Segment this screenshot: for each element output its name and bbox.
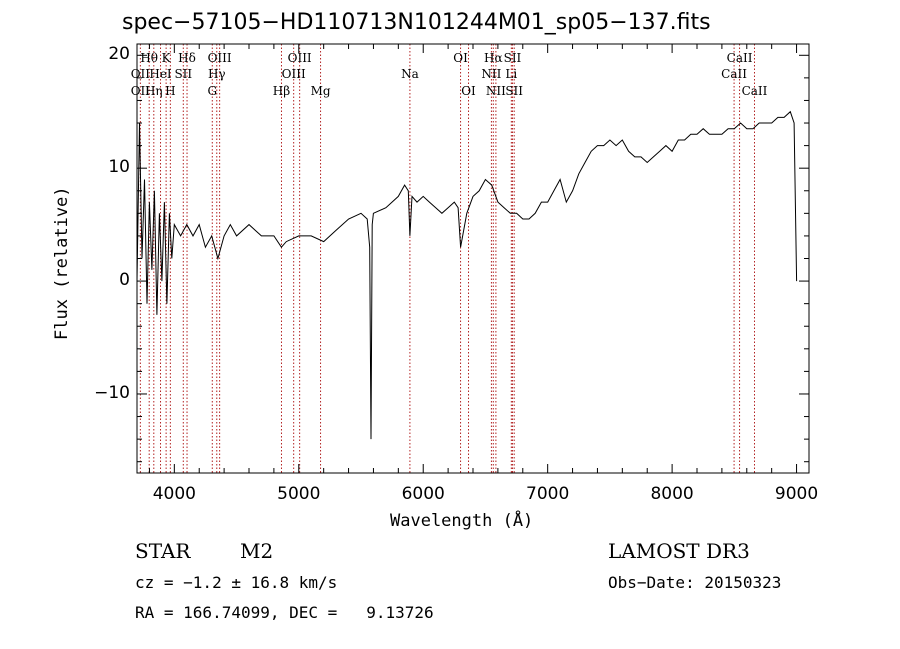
line-label: OIII <box>288 51 312 65</box>
line-label: OI <box>461 84 476 98</box>
object-class: STAR <box>135 539 191 563</box>
x-tick-label: 8000 <box>650 484 694 504</box>
spectrum-series <box>136 110 798 440</box>
line-label: K <box>162 51 172 65</box>
line-label: Hα <box>484 51 503 65</box>
line-label: CaII <box>721 67 747 81</box>
line-label: Hδ <box>178 51 196 65</box>
line-label: NII <box>481 67 501 81</box>
line-label: Na <box>401 67 419 81</box>
x-axis-label: Wavelength (Å) <box>390 511 534 531</box>
ra-dec: RA = 166.74099, DEC = 9.13726 <box>135 603 434 622</box>
line-label: OIII <box>208 51 232 65</box>
line-label: Mg <box>311 84 331 98</box>
y-tick-label: −10 <box>94 382 130 403</box>
y-axis-label: Flux (relative) <box>52 186 72 340</box>
object-subclass: M2 <box>240 539 274 563</box>
line-label: G <box>207 84 217 98</box>
y-tick-label: 20 <box>108 44 130 65</box>
line-label: OII <box>131 84 151 98</box>
line-label: CaII <box>727 51 753 65</box>
x-tick-label: 6000 <box>401 484 445 504</box>
line-label: HeI <box>149 67 172 81</box>
chart-title: spec−57105−HD110713N101244M01_sp05−137.f… <box>122 10 711 35</box>
line-label: H <box>165 84 175 98</box>
line-label: Hγ <box>208 67 226 81</box>
obs-date: Obs−Date: 20150323 <box>608 573 782 592</box>
line-label: CaII <box>742 84 768 98</box>
line-label: SII <box>505 84 523 98</box>
y-tick-label: 10 <box>108 157 130 178</box>
axis-ticks <box>137 44 809 473</box>
line-label: OI <box>453 51 468 65</box>
line-label: NII <box>486 84 506 98</box>
y-tick-label: 0 <box>119 270 130 291</box>
plot-frame <box>136 43 810 474</box>
line-label: SII <box>174 67 192 81</box>
survey-name: LAMOST DR3 <box>608 539 750 563</box>
line-label: OIII <box>282 67 306 81</box>
x-tick-label: 7000 <box>526 484 570 504</box>
emission-line-markers <box>139 44 755 473</box>
spectrum-line <box>136 110 798 440</box>
x-tick-label: 9000 <box>774 484 819 504</box>
cz-value: cz = −1.2 ± 16.8 km/s <box>135 573 338 592</box>
line-label: Hβ <box>273 84 290 98</box>
line-label: Hη <box>145 84 163 98</box>
x-tick-label: 4000 <box>152 484 196 504</box>
line-label: Li <box>505 67 517 81</box>
line-label: OII <box>131 67 151 81</box>
x-tick-label: 5000 <box>277 484 321 504</box>
line-label: Hθ <box>140 51 158 65</box>
line-label: SII <box>504 51 522 65</box>
